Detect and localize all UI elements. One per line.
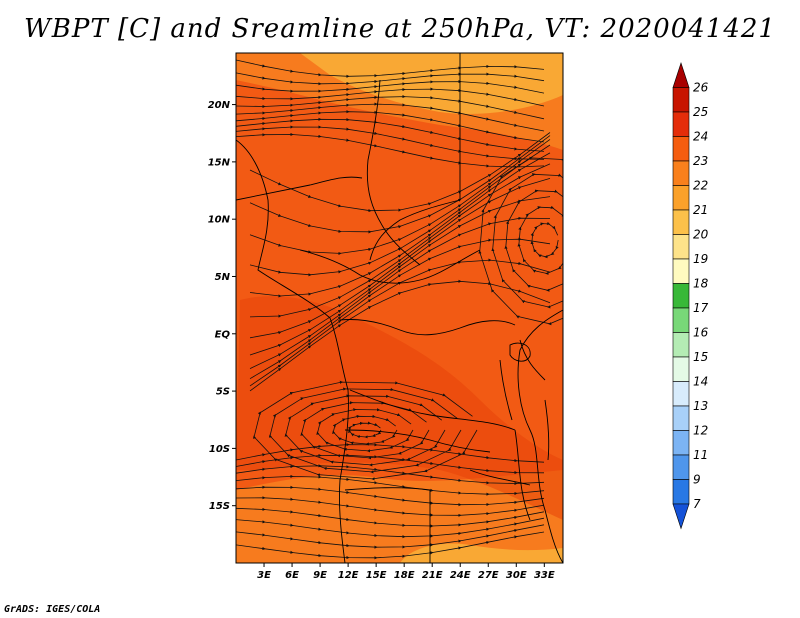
border-libya-egypt-sudan bbox=[369, 53, 461, 261]
lon-label: 21E bbox=[422, 570, 443, 581]
lon-label: 33E bbox=[534, 570, 555, 581]
colorbar-label: 12 bbox=[693, 424, 708, 438]
lon-label: 15E bbox=[366, 570, 387, 581]
colorbar-label: 22 bbox=[693, 179, 708, 193]
border-chad-sudan bbox=[366, 79, 421, 266]
lon-label: 30E bbox=[506, 570, 527, 581]
lon-label: 6E bbox=[285, 570, 299, 581]
colorbar-swatch bbox=[672, 430, 690, 456]
colorbar-bottom-arrow bbox=[672, 503, 690, 530]
colorbar-swatch bbox=[672, 479, 690, 505]
border-namibia-botswana bbox=[344, 487, 431, 563]
colorbar-label: 24 bbox=[693, 130, 708, 144]
longitude-axis: 3E 6E 9E 12E 15E 18E 21E 24E 27E 30E 33E bbox=[257, 563, 555, 581]
country-borders bbox=[236, 53, 563, 563]
streamlines-layer bbox=[236, 59, 563, 560]
colorbar-label: 11 bbox=[693, 448, 708, 462]
colorbar-swatch bbox=[672, 283, 690, 309]
colorbar-label: 25 bbox=[693, 105, 708, 119]
lon-label: 24E bbox=[450, 570, 471, 581]
lon-label: 9E bbox=[313, 570, 327, 581]
lon-label: 27E bbox=[478, 570, 499, 581]
border-kenya-tanzania bbox=[519, 339, 546, 381]
colorbar-label: 17 bbox=[693, 301, 709, 315]
colorbar-label: 18 bbox=[693, 277, 709, 291]
colorbar-label: 21 bbox=[693, 203, 708, 217]
border-zambia-zimbabwe bbox=[469, 469, 531, 486]
colorbar-swatch bbox=[672, 136, 690, 162]
streamline bbox=[236, 531, 545, 560]
streamline bbox=[252, 380, 478, 481]
lon-label: 3E bbox=[257, 570, 271, 581]
colorbar-swatch bbox=[672, 332, 690, 358]
colorbar-top-arrow bbox=[672, 62, 690, 88]
lake-victoria bbox=[509, 342, 531, 362]
colorbar-label: 9 bbox=[693, 473, 701, 487]
border-drc-north bbox=[339, 319, 516, 336]
colorbar-label: 14 bbox=[693, 375, 708, 389]
lat-label: 15S bbox=[209, 501, 230, 512]
colorbar-label: 23 bbox=[693, 154, 708, 168]
colorbar-label: 26 bbox=[693, 81, 709, 95]
colorbar-swatch bbox=[672, 87, 690, 113]
colorbar: 26 25 24 23 22 21 20 19 18 17 16 15 14 13 12 11 9 7 bbox=[672, 62, 709, 530]
latitude-axis: 20N 15N 10N 5N EQ 5S 10S 15S bbox=[208, 100, 236, 512]
colorbar-swatch bbox=[672, 111, 690, 137]
lake-malawi bbox=[544, 399, 550, 461]
lat-label: 10S bbox=[209, 444, 230, 455]
lat-label: 20N bbox=[208, 100, 231, 111]
colorbar-label: 13 bbox=[693, 399, 708, 413]
colorbar-swatch bbox=[672, 454, 690, 480]
streamline bbox=[478, 156, 563, 326]
coastline-west bbox=[236, 139, 349, 563]
colorbar-label: 15 bbox=[693, 350, 708, 364]
colorbar-swatch bbox=[672, 258, 690, 284]
border-cameroon-car bbox=[299, 249, 481, 284]
map-frame bbox=[235, 52, 564, 564]
lon-label: 18E bbox=[394, 570, 415, 581]
coastline-east bbox=[517, 309, 563, 563]
grads-credit: GrADS: IGES/COLA bbox=[4, 604, 101, 615]
lake-tanganyika bbox=[499, 359, 513, 421]
colorbar-swatch bbox=[672, 307, 690, 333]
border-drc-south bbox=[349, 389, 516, 431]
border-mozambique bbox=[514, 429, 531, 521]
lat-label: 10N bbox=[208, 215, 231, 226]
colorbar-label: 16 bbox=[693, 326, 709, 340]
lat-label: 5S bbox=[216, 387, 230, 398]
lon-label: 12E bbox=[338, 570, 359, 581]
colorbar-swatch bbox=[672, 234, 690, 260]
lat-label: 5N bbox=[215, 272, 231, 283]
map-area bbox=[236, 53, 563, 563]
colorbar-swatch bbox=[672, 185, 690, 211]
colorbar-label: 19 bbox=[693, 252, 708, 266]
lat-label: 15N bbox=[208, 157, 231, 168]
lat-label: EQ bbox=[215, 329, 231, 340]
colorbar-label: 7 bbox=[693, 497, 701, 511]
chart-title: WBPT [C] and Sreamline at 250hPa, VT: 20… bbox=[24, 14, 776, 44]
colorbar-label: 20 bbox=[693, 228, 709, 242]
colorbar-swatch bbox=[672, 209, 690, 235]
colorbar-swatch bbox=[672, 405, 690, 431]
colorbar-swatch bbox=[672, 356, 690, 382]
colorbar-swatch bbox=[672, 160, 690, 186]
border-niger-nigeria bbox=[236, 176, 363, 201]
colorbar-swatch bbox=[672, 381, 690, 407]
border-angola-zambia bbox=[344, 429, 491, 453]
